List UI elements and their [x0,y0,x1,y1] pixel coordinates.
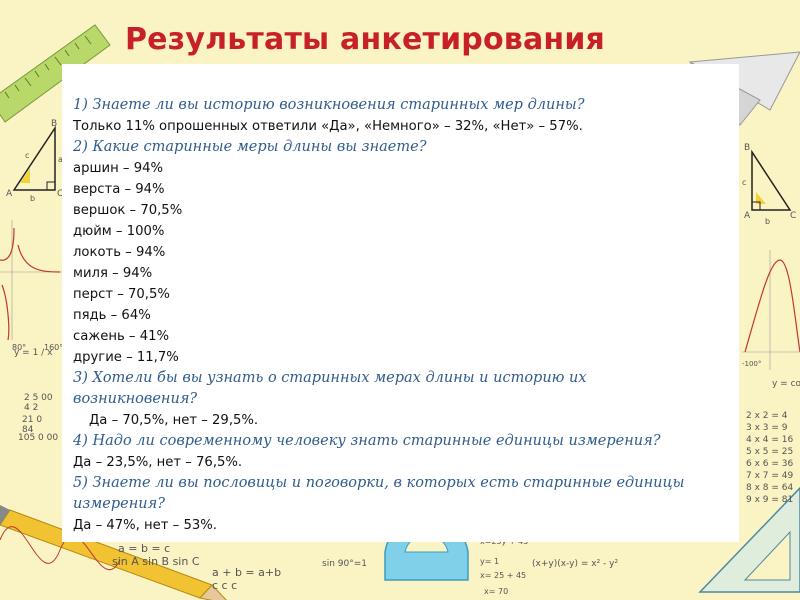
answer-item: дюйм – 100% [73,224,165,239]
svg-text:105 0 00: 105 0 00 [18,433,58,443]
question-text: 1) Знаете ли вы историю возникновения ст… [73,97,585,113]
svg-text:21 0: 21 0 [22,415,42,425]
multiplication-column: 2 5 00 4 2 21 0 84 105 0 00 [18,393,58,443]
svg-text:c: c [742,178,746,187]
right-triangle-right: B A C b c [742,143,796,226]
svg-text:C: C [790,211,796,221]
svg-text:y= 1: y= 1 [480,557,499,566]
svg-text:b: b [765,217,770,226]
right-triangle-left: A B C a b c [6,119,63,203]
svg-text:a: a [58,155,63,164]
answer-item: другие – 11,7% [73,350,179,365]
survey-question-3: 3) Хотели бы вы узнать о старинных мерах… [73,368,713,431]
svg-text:B: B [744,143,750,153]
formula-sin90: sin 90°=1 [322,559,367,569]
question-text: 5) Знаете ли вы пословицы и поговорки, в… [73,475,685,512]
svg-text:c: c [25,151,29,160]
svg-text:4 x 4 = 16: 4 x 4 = 16 [746,435,793,445]
answer-text: Да – 23,5%, нет – 76,5%. [73,455,243,470]
times-table: 2 x 2 = 4 3 x 3 = 9 4 x 4 = 16 5 x 5 = 2… [746,411,793,505]
svg-text:3 x 3 = 9: 3 x 3 = 9 [746,423,788,433]
answer-item: аршин – 94% [73,161,164,176]
svg-text:7 x 7 = 49: 7 x 7 = 49 [746,471,793,481]
svg-text:a + b = a+b: a + b = a+b [212,566,281,579]
svg-text:b: b [30,194,35,203]
pencil-icon [0,505,227,600]
svg-text:y = co: y = co [772,379,800,389]
svg-text:A: A [744,211,751,221]
svg-text:c c c: c c c [212,579,237,592]
answer-item: перст – 70,5% [73,287,170,302]
svg-text:80°: 80° [12,343,26,352]
svg-text:2 x 2 = 4: 2 x 2 = 4 [746,411,788,421]
formula-fractions: a + b = a+b c c c [212,566,281,592]
formula-algebra: (x+y)(x-y) = x² - y² [532,559,618,569]
svg-text:6 x 6 = 36: 6 x 6 = 36 [746,459,793,469]
svg-text:84: 84 [22,425,34,435]
answer-item: локоть – 94% [73,245,166,260]
svg-text:A: A [6,189,13,199]
svg-text:160°: 160° [44,343,63,352]
svg-text:sin A sin B sin C: sin A sin B sin C [112,555,200,568]
survey-question-5: 5) Знаете ли вы пословицы и поговорки, в… [73,473,713,536]
question-text: 4) Надо ли современному человеку знать с… [73,433,661,449]
graph-right: -100° y = co [742,250,800,389]
answer-item: верста – 94% [73,182,165,197]
question-text: 2) Какие старинные меры длины вы знаете? [73,139,427,155]
answer-text: Да – 47%, нет – 53%. [73,518,217,533]
svg-text:x= 70: x= 70 [484,587,508,596]
svg-text:5 x 5 = 25: 5 x 5 = 25 [746,447,793,457]
question-text: 3) Хотели бы вы узнать о старинных мерах… [73,370,587,407]
survey-question-4: 4) Надо ли современному человеку знать с… [73,431,713,473]
svg-text:y = 1 / x: y = 1 / x [14,348,53,358]
survey-results: 1) Знаете ли вы историю возникновения ст… [73,95,713,536]
content-panel [62,64,739,542]
answer-text: Да – 70,5%, нет – 29,5%. [89,413,259,428]
svg-text:4 2: 4 2 [24,403,38,413]
svg-text:a = b = c: a = b = c [118,542,170,555]
survey-question-1: 1) Знаете ли вы историю возникновения ст… [73,95,713,137]
answer-item: миля – 94% [73,266,153,281]
svg-text:8 x 8 = 64: 8 x 8 = 64 [746,483,793,493]
answer-item: пядь – 64% [73,308,151,323]
svg-text:C: C [57,189,63,199]
ruler-icon [0,24,111,123]
survey-question-2: 2) Какие старинные меры длины вы знаете?… [73,137,713,368]
graph-left: 80° 160° y = 1 / x [0,220,63,358]
svg-text:-100°: -100° [742,360,761,368]
answer-item: вершок – 70,5% [73,203,183,218]
set-square-icon [698,486,800,593]
answer-item: сажень – 41% [73,329,170,344]
svg-text:9 x 9 = 81: 9 x 9 = 81 [746,495,793,505]
svg-text:x= 25 + 45: x= 25 + 45 [480,571,526,580]
answer-text: Только 11% опрошенных ответили «Да», «Не… [73,119,583,134]
svg-text:2 5 00: 2 5 00 [24,393,53,403]
page-title: Результаты анкетирования [124,22,606,57]
formula-sine-law: a = b = c sin A sin B sin C [112,542,200,568]
svg-text:B: B [51,119,57,129]
